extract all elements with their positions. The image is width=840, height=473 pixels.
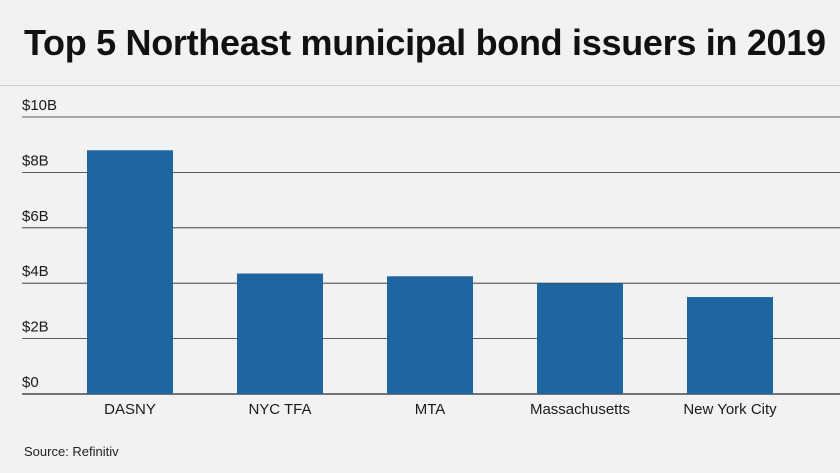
bar-mta: [387, 276, 473, 394]
y-tick-label: $4B: [22, 263, 49, 280]
y-tick-label: $0: [22, 374, 39, 391]
bar-massachusetts: [537, 283, 623, 394]
y-tick-label: $8B: [22, 152, 49, 169]
chart-title: Top 5 Northeast municipal bond issuers i…: [24, 22, 826, 63]
x-tick-label: New York City: [683, 401, 777, 418]
x-tick-label: MTA: [415, 401, 446, 418]
bar-new-york-city: [687, 297, 773, 394]
y-tick-labels: $0 $2B $4B $6B $8B $10B: [22, 97, 57, 391]
bar-dasny: [87, 150, 173, 394]
x-tick-labels: DASNY NYC TFA MTA Massachusetts New York Cit…: [104, 401, 777, 418]
y-tick-label: $6B: [22, 208, 49, 225]
bar-nyc-tfa: [237, 273, 323, 394]
x-tick-label: NYC TFA: [248, 401, 311, 418]
y-tick-label: $10B: [22, 97, 57, 114]
source-note: Source: Refinitiv: [24, 444, 119, 459]
x-tick-label: DASNY: [104, 401, 156, 418]
title-divider: [0, 85, 840, 86]
y-tick-label: $2B: [22, 319, 49, 336]
bars: [87, 150, 773, 394]
x-tick-label: Massachusetts: [530, 401, 630, 418]
